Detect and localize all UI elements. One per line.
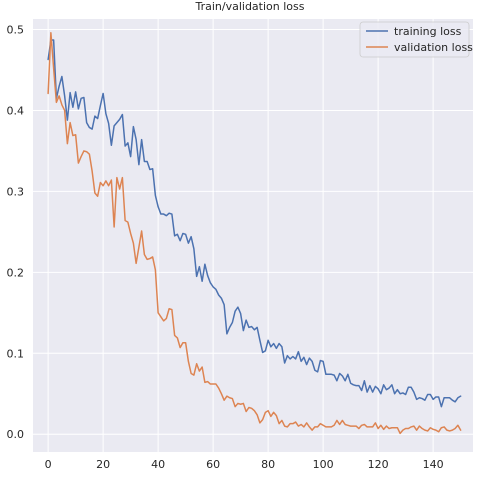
legend-label-validation-loss: validation loss — [394, 41, 473, 54]
y-tick-label: 0.3 — [7, 185, 25, 198]
legend-label-training-loss: training loss — [394, 25, 462, 38]
y-tick-label: 0.5 — [7, 24, 25, 37]
legend: training loss validation loss — [359, 21, 473, 58]
x-tick-label: 40 — [151, 458, 165, 471]
x-tick-label: 0 — [45, 458, 52, 471]
y-tick-label: 0.2 — [7, 266, 25, 279]
tick-labels: 0 20 40 60 80 100 120 140 0.0 0.1 0.2 0.3 0.4 0.5 — [7, 24, 444, 471]
plot-background — [33, 19, 473, 452]
x-tick-label: 140 — [423, 458, 444, 471]
y-tick-label: 0.0 — [7, 428, 25, 441]
x-tick-label: 120 — [368, 458, 389, 471]
series-line-validation-loss — [47, 32, 462, 435]
x-tick-label: 80 — [261, 458, 275, 471]
x-tick-label: 20 — [96, 458, 110, 471]
series-line-training-loss — [47, 39, 462, 408]
x-tick-label: 60 — [206, 458, 220, 471]
series-lines — [47, 32, 462, 435]
y-tick-label: 0.1 — [7, 347, 25, 360]
chart-title: Train/validation loss — [194, 0, 304, 13]
x-tick-label: 100 — [313, 458, 334, 471]
y-tick-label: 0.4 — [7, 104, 25, 117]
